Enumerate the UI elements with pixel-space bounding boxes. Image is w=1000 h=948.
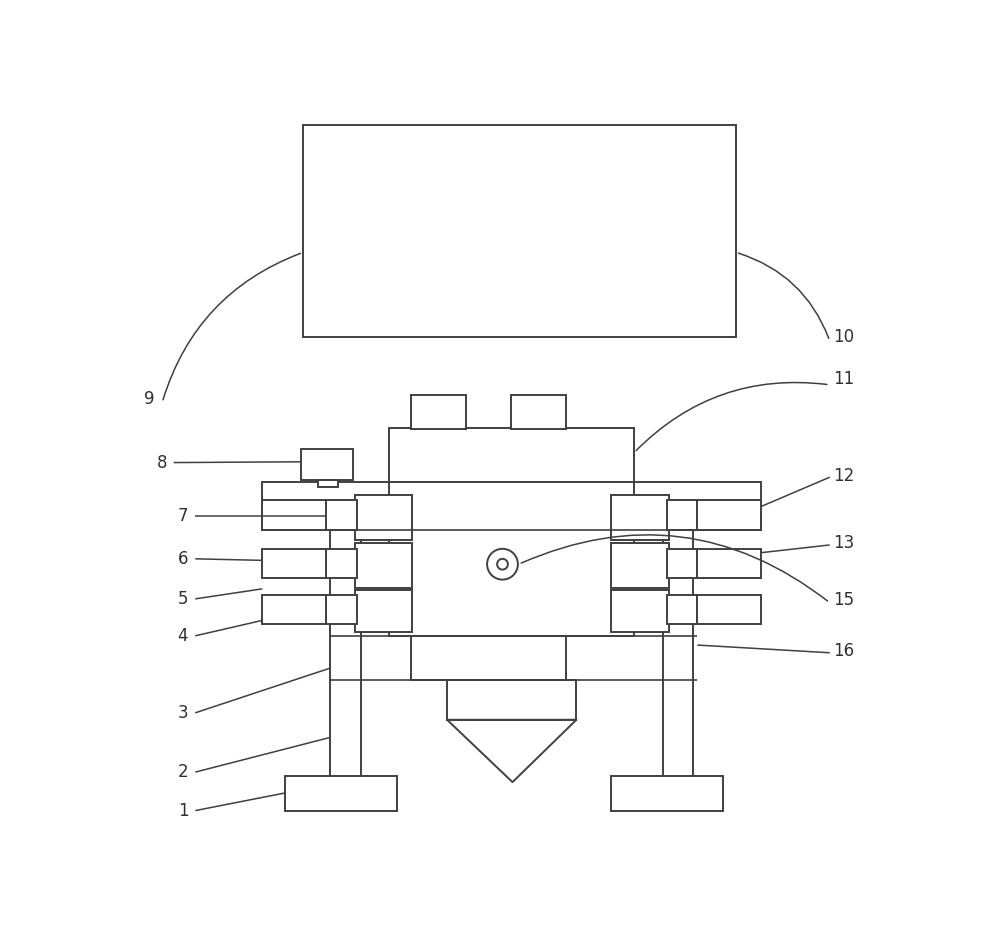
- Bar: [355, 590, 412, 632]
- Bar: [326, 595, 357, 625]
- Bar: [411, 636, 566, 681]
- Bar: [355, 495, 412, 539]
- Bar: [666, 595, 697, 625]
- Bar: [611, 776, 723, 811]
- Bar: [666, 549, 697, 578]
- Text: 1: 1: [178, 802, 188, 820]
- Bar: [697, 595, 761, 625]
- Bar: [389, 482, 634, 636]
- Text: 13: 13: [833, 535, 854, 553]
- Bar: [303, 125, 736, 337]
- Text: 7: 7: [178, 506, 188, 524]
- Text: 15: 15: [833, 592, 854, 610]
- Text: 2: 2: [178, 763, 188, 781]
- Bar: [663, 530, 693, 799]
- Bar: [262, 549, 326, 578]
- Text: 16: 16: [833, 642, 854, 660]
- Text: 5: 5: [178, 590, 188, 608]
- Bar: [318, 480, 338, 487]
- Bar: [326, 549, 357, 578]
- Bar: [666, 501, 697, 530]
- Bar: [611, 495, 669, 539]
- Bar: [611, 590, 669, 632]
- Bar: [326, 501, 357, 530]
- Text: 11: 11: [833, 371, 854, 389]
- Bar: [697, 549, 761, 578]
- Bar: [389, 428, 634, 483]
- Text: 3: 3: [178, 703, 188, 721]
- Bar: [330, 530, 361, 799]
- Text: 8: 8: [157, 453, 167, 471]
- Bar: [301, 448, 353, 480]
- Bar: [447, 680, 576, 720]
- Bar: [262, 595, 326, 625]
- Bar: [355, 543, 412, 588]
- Bar: [411, 394, 466, 429]
- Text: 4: 4: [178, 627, 188, 645]
- Bar: [262, 501, 326, 530]
- Text: 10: 10: [833, 328, 854, 346]
- Text: 12: 12: [833, 466, 854, 484]
- Bar: [511, 394, 566, 429]
- Bar: [611, 543, 669, 588]
- Bar: [697, 501, 761, 530]
- Text: 9: 9: [144, 390, 154, 408]
- Bar: [262, 482, 761, 530]
- Text: 6: 6: [178, 550, 188, 568]
- Bar: [285, 776, 397, 811]
